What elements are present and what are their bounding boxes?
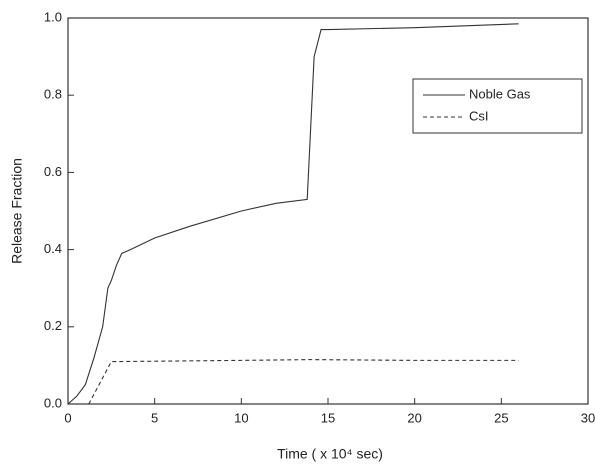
x-tick-label: 30: [581, 410, 595, 425]
y-tick-label: 0.4: [44, 241, 62, 256]
y-tick-label: 1.0: [44, 9, 62, 24]
x-tick-label: 10: [234, 410, 248, 425]
legend-label: CsI: [469, 108, 489, 123]
y-tick-label: 0.6: [44, 164, 62, 179]
y-tick-label: 0.8: [44, 87, 62, 102]
plot-frame: [67, 17, 589, 405]
y-tick-label: 0.0: [44, 395, 62, 410]
legend-label: Noble Gas: [469, 86, 531, 101]
x-axis-title: Time ( x 10⁴ sec): [277, 446, 383, 462]
legend-box: [412, 78, 583, 134]
x-tick-label: 15: [321, 410, 335, 425]
series-line: [88, 359, 519, 405]
x-tick-label: 25: [494, 410, 508, 425]
x-tick-label: 0: [64, 410, 71, 425]
y-axis-title: Release Fraction: [9, 158, 25, 264]
y-tick-label: 0.2: [44, 318, 62, 333]
x-tick-label: 20: [407, 410, 421, 425]
series-line: [67, 23, 519, 405]
x-tick-label: 5: [151, 410, 158, 425]
